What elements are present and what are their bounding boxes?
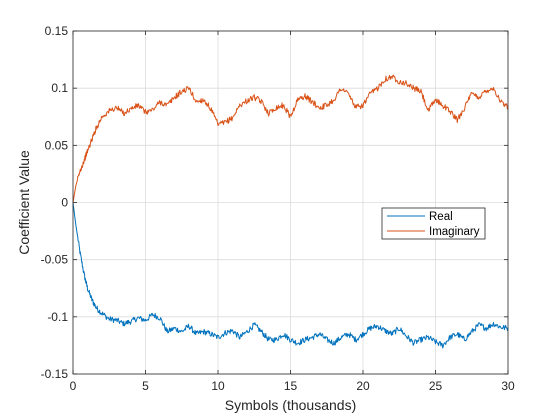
y-tick-label: -0.15 — [41, 367, 69, 381]
series-line-real — [72, 202, 509, 349]
x-axis-label: Symbols (thousands) — [225, 397, 357, 413]
legend-box — [381, 207, 486, 240]
y-tick-label: 0.1 — [51, 81, 68, 95]
y-tick-label: -0.05 — [41, 253, 69, 267]
x-tick-label: 20 — [356, 379, 370, 393]
legend[interactable]: Real Imaginary — [381, 207, 486, 240]
series-line-imaginary — [72, 74, 509, 203]
y-tick-label: 0 — [61, 196, 68, 210]
y-tick-label: -0.1 — [47, 310, 68, 324]
x-tick-label: 5 — [142, 379, 149, 393]
x-tick-label: 30 — [501, 379, 515, 393]
legend-label-real: Real — [429, 211, 453, 223]
y-axis-label: Coefficient Value — [16, 150, 32, 255]
legend-label-imaginary: Imaginary — [429, 226, 480, 238]
x-tick-label: 25 — [429, 379, 443, 393]
x-tick-label: 15 — [284, 379, 298, 393]
data-series — [72, 74, 509, 349]
axis-ticks: 0 5 10 15 20 25 30 -0.15 -0.1 -0.05 0 0.05 0.1 0.15 — [41, 24, 515, 393]
y-tick-label: 0.05 — [45, 138, 69, 152]
x-tick-label: 10 — [211, 379, 225, 393]
x-tick-label: 0 — [70, 379, 77, 393]
y-tick-label: 0.15 — [45, 24, 69, 38]
